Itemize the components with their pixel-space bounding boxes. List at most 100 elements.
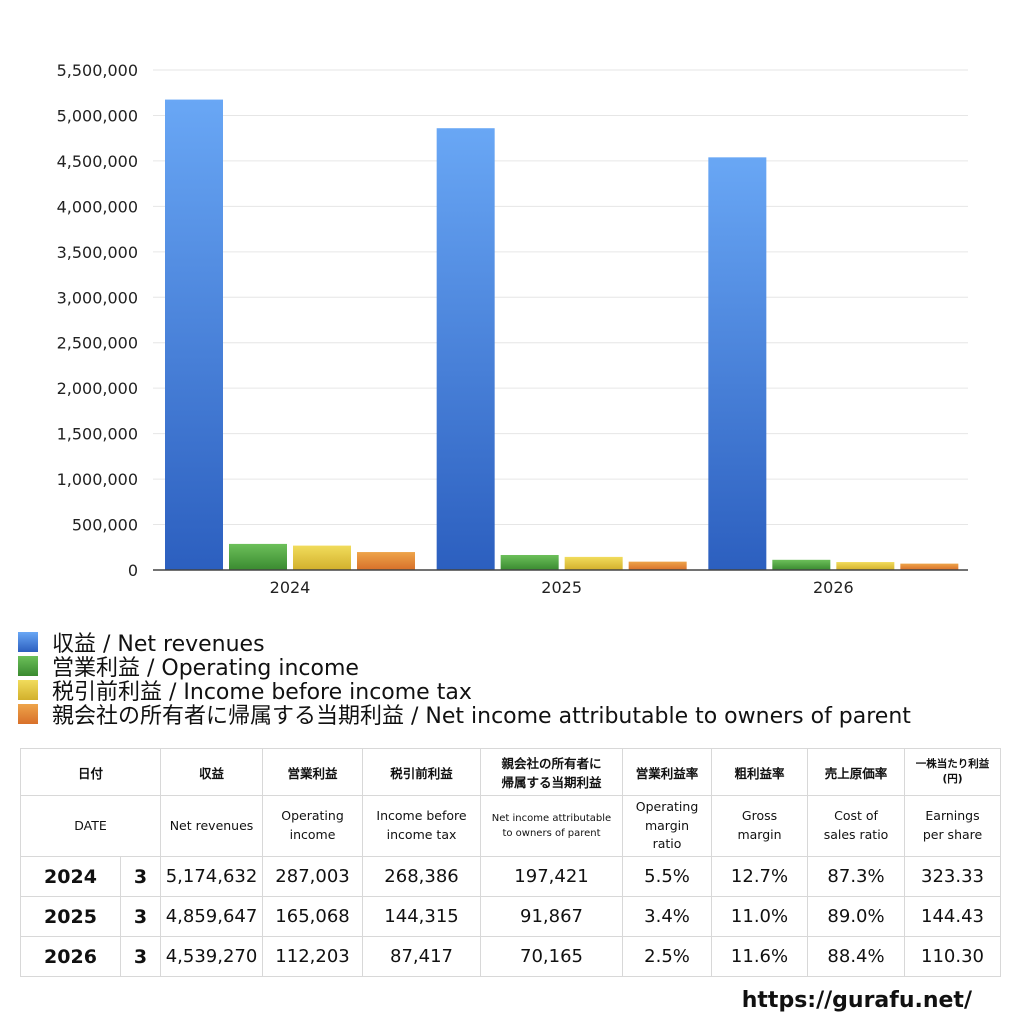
- cell-cost-ratio: 87.3%: [807, 856, 906, 897]
- cell-op-income: 287,003: [262, 856, 364, 897]
- header-revenues-en: Net revenues: [160, 795, 264, 857]
- bar-2026-series-0: [708, 157, 767, 570]
- header-op-income-en-line1: Operating: [281, 808, 344, 824]
- cell-year: 2026: [20, 936, 121, 977]
- cell-pretax: 87,417: [362, 936, 482, 977]
- bar-2024-series-1: [229, 543, 287, 570]
- legend-swatch-net-income: [18, 704, 38, 724]
- cell-pretax: 268,386: [362, 856, 482, 897]
- y-tick-label: 4,000,000: [57, 197, 138, 216]
- bar-2026-series-3: [900, 563, 959, 570]
- bar-2025-series-3: [628, 561, 687, 570]
- header-op-margin-en-line2: margin: [644, 817, 690, 833]
- bar-chart: 0 500,000 1,000,000 1,500,000 2,000,000 2,500…: [57, 61, 968, 597]
- cell-revenues: 5,174,632: [160, 856, 264, 897]
- header-net-income-en-line1: Net income attributable: [491, 813, 612, 824]
- header-revenues-jp: 収益: [160, 748, 264, 796]
- x-tick-label: 2025: [541, 578, 582, 597]
- y-tick-label: 5,000,000: [57, 106, 138, 125]
- table-row: 2024 3 5,174,632 287,003 268,386 197,421…: [20, 856, 1002, 897]
- header-pretax-en: Income before income tax: [362, 795, 482, 857]
- header-eps-jp-line2: (円): [942, 773, 963, 785]
- header-net-income-jp: 親会社の所有者に 帰属する当期利益: [480, 748, 624, 796]
- header-eps-jp: 一株当たり利益 (円): [904, 748, 1002, 796]
- financial-table: 日付 収益 営業利益 税引前利益 親会社の所有者に 帰属する当期利益 営業利益率 …: [19, 748, 1002, 977]
- bar-2025-series-1: [500, 554, 559, 570]
- grid-lines: [153, 69, 968, 526]
- header-cost-ratio-jp: 売上原価率: [807, 748, 906, 796]
- cell-gross-margin: 12.7%: [711, 856, 809, 897]
- cell-month: 3: [119, 856, 162, 897]
- cell-op-income: 112,203: [262, 936, 364, 977]
- y-axis-ticks: 0 500,000 1,000,000 1,500,000 2,000,000 2,500…: [57, 61, 138, 580]
- cell-op-margin: 5.5%: [622, 856, 713, 897]
- legend-swatch-operating-income: [18, 656, 38, 676]
- header-op-margin-en-line1: Operating: [635, 798, 699, 814]
- header-pretax-en-line1: Income before: [376, 808, 467, 824]
- bar-2026-series-2: [836, 562, 895, 570]
- y-tick-label: 2,000,000: [57, 379, 138, 398]
- header-op-income-en-line2: income: [289, 827, 336, 842]
- legend-label-pretax-income: 税引前利益 / Income before income tax: [52, 680, 472, 705]
- cell-year: 2024: [20, 856, 121, 897]
- cell-gross-margin: 11.0%: [711, 896, 809, 937]
- legend-swatch-revenues: [18, 632, 38, 652]
- header-gross-margin-en: Gross margin: [711, 795, 809, 857]
- header-eps-en-line1: Earnings: [925, 808, 980, 824]
- y-tick-label: 3,500,000: [57, 243, 138, 262]
- header-op-margin-jp: 営業利益率: [622, 748, 713, 796]
- cell-revenues: 4,859,647: [160, 896, 264, 937]
- cell-year: 2025: [20, 896, 121, 937]
- header-gross-margin-en-line2: margin: [737, 827, 782, 842]
- bar-2024-series-3: [357, 552, 415, 570]
- cell-net-income: 197,421: [480, 856, 624, 897]
- y-tick-label: 1,000,000: [57, 470, 138, 489]
- header-eps-en-line2: per share: [922, 827, 983, 842]
- header-net-income-jp-line1: 親会社の所有者に: [501, 756, 602, 771]
- header-gross-margin-jp: 粗利益率: [711, 748, 809, 796]
- cell-op-margin: 2.5%: [622, 936, 713, 977]
- bars: [165, 99, 959, 570]
- x-tick-label: 2024: [270, 578, 311, 597]
- x-tick-label: 2026: [813, 578, 854, 597]
- cell-gross-margin: 11.6%: [711, 936, 809, 977]
- cell-op-margin: 3.4%: [622, 896, 713, 937]
- cell-eps: 144.43: [904, 896, 1002, 937]
- bar-2024-series-2: [293, 545, 351, 570]
- cell-month: 3: [119, 896, 162, 937]
- legend-swatch-pretax-income: [18, 680, 38, 700]
- legend-item-revenues: 収益 / Net revenues: [18, 630, 911, 657]
- legend-item-pretax-income: 税引前利益 / Income before income tax: [18, 678, 911, 705]
- y-tick-label: 5,500,000: [57, 61, 138, 80]
- table-row: 2026 3 4,539,270 112,203 87,417 70,165 2…: [20, 936, 1002, 977]
- header-row-en: DATE Net revenues Operating income Income…: [19, 795, 1002, 857]
- site-url[interactable]: https://gurafu.net/: [741, 988, 972, 1013]
- legend-label-net-income: 親会社の所有者に帰属する当期利益 / Net income attributab…: [52, 704, 911, 729]
- header-op-margin-en-line3: ratio: [652, 836, 682, 852]
- bar-2026-series-1: [772, 559, 831, 570]
- legend-label-revenues: 収益 / Net revenues: [52, 632, 265, 657]
- y-tick-label: 2,500,000: [57, 334, 138, 353]
- cell-pretax: 144,315: [362, 896, 482, 937]
- cell-cost-ratio: 89.0%: [807, 896, 906, 937]
- legend-item-net-income: 親会社の所有者に帰属する当期利益 / Net income attributab…: [18, 702, 911, 729]
- table-row: 2025 3 4,859,647 165,068 144,315 91,867 …: [20, 896, 1002, 937]
- header-op-income-jp: 営業利益: [262, 748, 364, 796]
- header-date-en: DATE: [19, 795, 162, 857]
- header-op-income-en: Operating income: [262, 795, 364, 857]
- header-net-income-jp-line2: 帰属する当期利益: [501, 775, 602, 790]
- cell-op-income: 165,068: [262, 896, 364, 937]
- bar-2025-series-2: [564, 556, 623, 570]
- header-net-income-en: Net income attributable to owners of pare…: [480, 795, 624, 857]
- cell-net-income: 70,165: [480, 936, 624, 977]
- header-pretax-en-line2: income tax: [386, 827, 457, 842]
- header-eps-en: Earnings per share: [904, 795, 1002, 857]
- bar-2025-series-0: [436, 128, 495, 570]
- cell-net-income: 91,867: [480, 896, 624, 937]
- header-pretax-jp: 税引前利益: [362, 748, 482, 796]
- y-tick-label: 3,000,000: [57, 288, 138, 307]
- header-cost-ratio-en-line1: Cost of: [834, 808, 878, 824]
- legend-label-operating-income: 営業利益 / Operating income: [52, 656, 359, 681]
- y-tick-label: 1,500,000: [57, 425, 138, 444]
- cell-eps: 110.30: [904, 936, 1002, 977]
